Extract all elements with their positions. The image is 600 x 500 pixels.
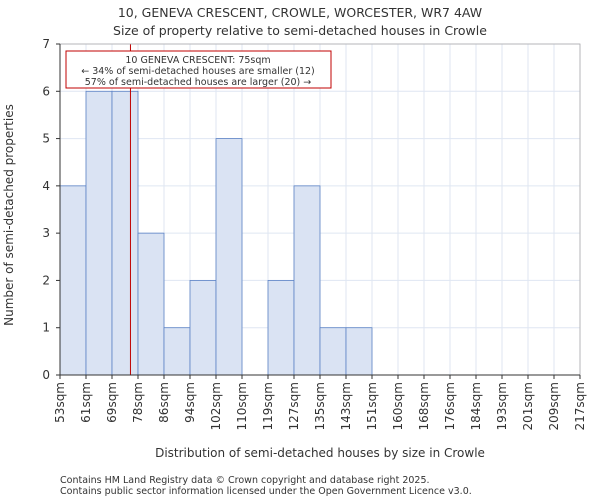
x-tick-label-86sqm: 86sqm: [157, 382, 171, 423]
x-axis-label: Distribution of semi-detached houses by …: [155, 446, 485, 460]
x-tick-label-143sqm: 143sqm: [339, 382, 353, 430]
x-tick-label-69sqm: 69sqm: [105, 382, 119, 423]
x-tick-label-61sqm: 61sqm: [79, 382, 93, 423]
chart-title-line1: 10, GENEVA CRESCENT, CROWLE, WORCESTER, …: [118, 5, 482, 20]
footer-line2: Contains public sector information licen…: [60, 486, 472, 497]
x-tick-label-151sqm: 151sqm: [365, 382, 379, 430]
bar-53sqm: [59, 185, 87, 376]
annotation-line1: 10 GENEVA CRESCENT: 75sqm: [125, 55, 270, 66]
y-tick-labels: 0 1 2 3 4 5 6 7: [42, 37, 60, 382]
x-tick-label-217sqm: 217sqm: [573, 382, 587, 430]
x-tick-label-127sqm: 127sqm: [287, 382, 301, 430]
x-tick-label-110sqm: 110sqm: [235, 382, 249, 430]
annotation-border: [65, 50, 332, 89]
bar-127sqm: [293, 185, 321, 376]
chart-title-line2: Size of property relative to semi-detach…: [113, 23, 487, 38]
bar-69sqm: [111, 90, 139, 376]
x-tick-label-53sqm: 53sqm: [53, 382, 67, 423]
x-tick-label-160sqm: 160sqm: [391, 382, 405, 430]
x-tick-label-102sqm: 102sqm: [209, 382, 223, 430]
x-tick-label-209sqm: 209sqm: [547, 382, 561, 430]
bar-143sqm: [345, 327, 373, 376]
bars: [59, 90, 373, 376]
y-axis-label: Number of semi-detached properties: [2, 104, 16, 326]
y-tick-label: 1: [42, 321, 50, 335]
x-tick-label-135sqm: 135sqm: [313, 382, 327, 430]
y-tick-label: 4: [42, 179, 50, 193]
y-tick-label: 3: [42, 226, 50, 240]
footer-line1: Contains HM Land Registry data © Crown c…: [60, 475, 430, 486]
y-tick-label: 7: [42, 37, 50, 51]
bar-102sqm: [215, 138, 243, 376]
y-tick-label: 2: [42, 273, 50, 287]
bar-61sqm: [85, 90, 113, 376]
x-tick-label-168sqm: 168sqm: [417, 382, 431, 430]
x-tick-label-94sqm: 94sqm: [183, 382, 197, 423]
bar-86sqm: [163, 327, 191, 376]
x-tick-label-119sqm: 119sqm: [261, 382, 275, 430]
x-tick-label-201sqm: 201sqm: [521, 382, 535, 430]
x-tick-label-184sqm: 184sqm: [469, 382, 483, 430]
bar-119sqm: [267, 280, 295, 376]
annotation-box: 10 GENEVA CRESCENT: 75sqm ← 34% of semi-…: [65, 50, 332, 89]
y-tick-label: 5: [42, 132, 50, 146]
x-tick-label-176sqm: 176sqm: [443, 382, 457, 430]
bar-78sqm: [137, 232, 165, 376]
annotation-line3: 57% of semi-detached houses are larger (…: [85, 77, 312, 88]
y-tick-label: 6: [42, 84, 50, 98]
x-tick-label-78sqm: 78sqm: [131, 382, 145, 423]
annotation-line2: ← 34% of semi-detached houses are smalle…: [81, 66, 315, 77]
bar-135sqm: [319, 327, 347, 376]
bar-94sqm: [189, 280, 217, 376]
x-tick-labels: 53sqm 61sqm 69sqm 78sqm 86sqm 94sqm 102sqm 110s…: [53, 375, 587, 430]
x-tick-label-193sqm: 193sqm: [495, 382, 509, 430]
y-tick-label: 0: [42, 368, 50, 382]
